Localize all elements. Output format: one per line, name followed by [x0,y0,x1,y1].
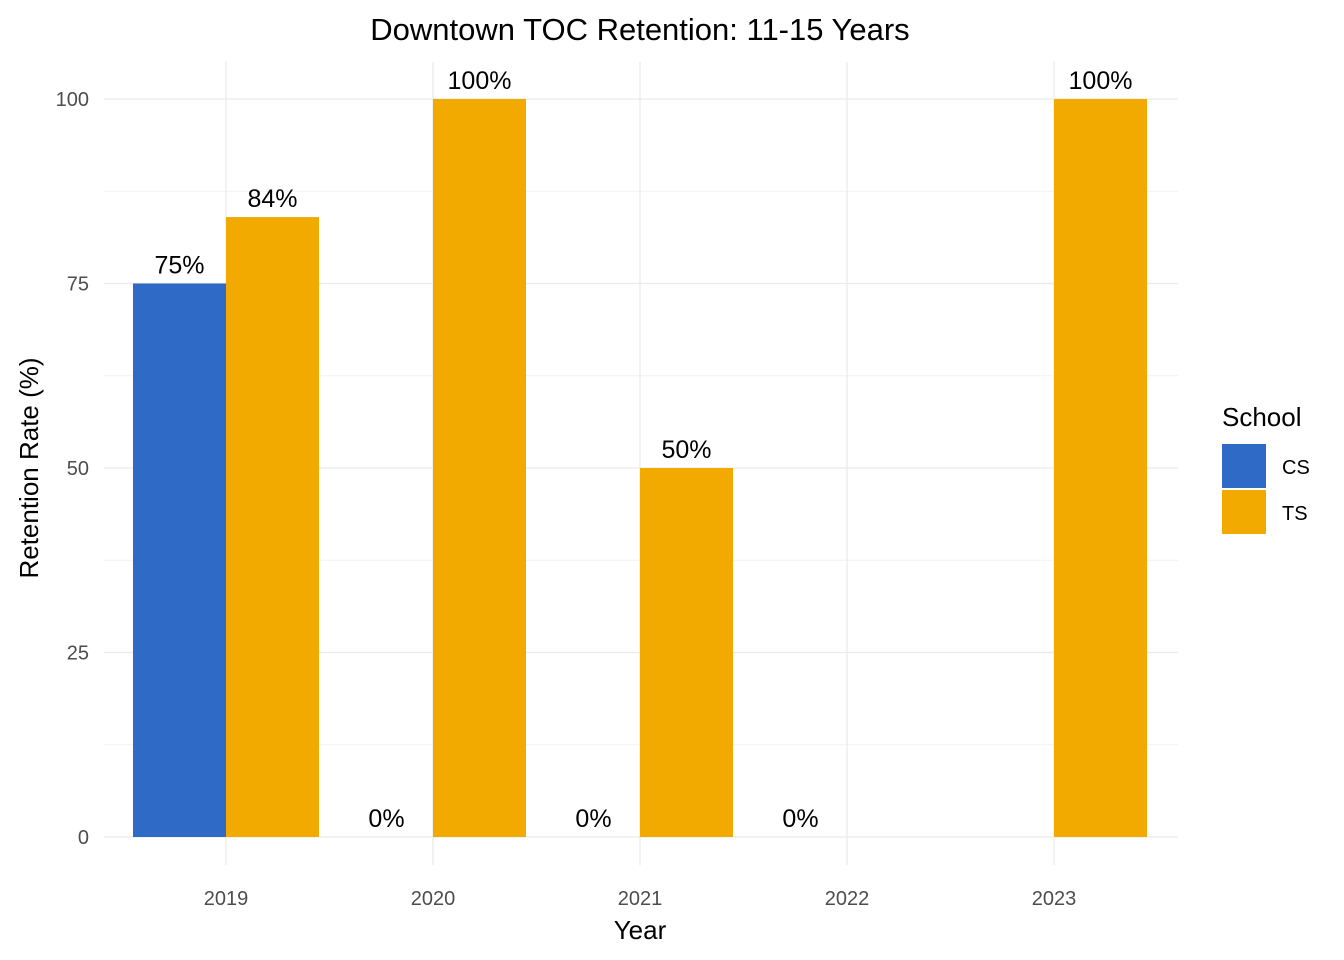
bar-ts-2021 [640,468,733,837]
x-tick-label: 2021 [618,888,663,910]
legend: School CS TS [1222,402,1310,534]
data-label-ts-2019: 84% [247,185,297,213]
data-labels: 75% 0% 0% 0% 84% 100% 50% 100% [154,67,1132,833]
legend-items: CS TS [1222,444,1310,534]
data-label-ts-2023: 100% [1069,67,1133,95]
y-tick-label: 0 [78,827,89,849]
y-tick-label: 25 [67,643,89,665]
legend-key-ts [1222,490,1266,534]
legend-key-cs [1222,444,1266,488]
data-label-cs-2021: 0% [575,805,611,833]
legend-label-ts: TS [1282,503,1308,525]
y-tick-label: 75 [67,274,89,296]
y-tick-label: 100 [56,89,89,111]
bar-ts-2019 [226,217,319,837]
x-tick-label: 2022 [825,888,870,910]
x-tick-label: 2020 [411,888,456,910]
data-label-ts-2021: 50% [661,436,711,464]
bar-ts-2023 [1054,99,1147,837]
chart-title: Downtown TOC Retention: 11-15 Years [370,12,909,47]
data-label-cs-2019: 75% [154,252,204,280]
bars [133,99,1147,837]
y-tick-label: 50 [67,458,89,480]
data-label-ts-2020: 100% [448,67,512,95]
axes: 0 25 50 75 100 2019 2020 2021 2022 2023 [56,89,1077,910]
x-tick-label: 2023 [1032,888,1077,910]
bar-cs-2019 [133,283,226,837]
x-tick-label: 2019 [204,888,249,910]
bar-ts-2020 [433,99,526,837]
x-axis-title: Year [614,915,667,945]
y-axis-title: Retention Rate (%) [14,357,44,578]
legend-title: School [1222,402,1302,432]
legend-label-cs: CS [1282,457,1310,479]
data-label-cs-2020: 0% [368,805,404,833]
data-label-cs-2022: 0% [782,805,818,833]
